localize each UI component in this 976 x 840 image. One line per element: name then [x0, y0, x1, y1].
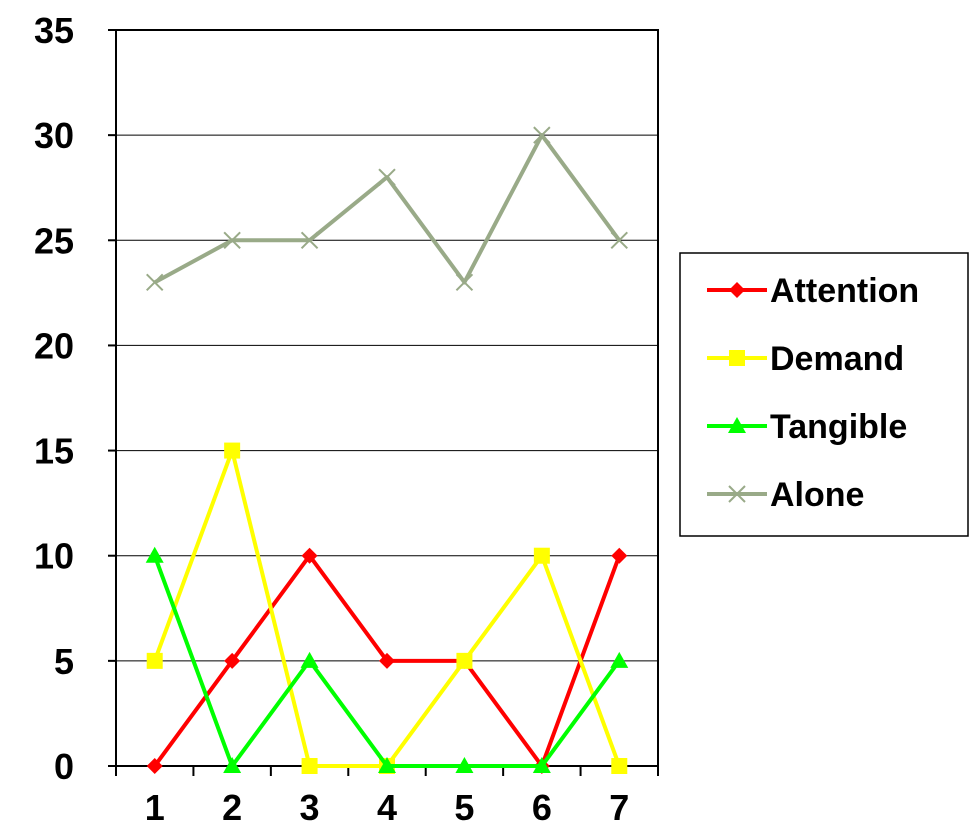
data-point-tangible: [223, 757, 242, 773]
y-tick-label: 35: [34, 10, 74, 51]
data-point-alone: [223, 231, 241, 249]
legend-label: Attention: [770, 272, 919, 310]
y-tick-label: 5: [54, 641, 74, 682]
data-point-attention: [224, 652, 241, 669]
data-point-tangible: [378, 757, 396, 773]
data-point-tangible: [145, 546, 164, 563]
x-tick-label: 6: [532, 787, 552, 828]
y-tick-label: 20: [34, 325, 74, 366]
data-point-tangible: [300, 651, 319, 668]
data-point-demand: [533, 547, 550, 564]
legend-swatch-marker: [728, 485, 746, 503]
data-point-tangible: [455, 757, 474, 773]
data-point-demand: [611, 758, 628, 774]
x-tick-label: 2: [222, 787, 242, 828]
data-point-demand: [146, 652, 163, 669]
legend-swatch-marker: [729, 282, 745, 298]
x-tick-label: 5: [454, 787, 474, 828]
data-point-demand: [224, 442, 241, 459]
data-point-demand: [301, 758, 318, 774]
x-tick-label: 4: [377, 787, 397, 828]
series-line-demand: [152, 448, 622, 768]
legend-label: Alone: [770, 476, 864, 514]
legend-item-tangible: Tangible: [707, 408, 907, 446]
data-point-attention: [301, 547, 318, 564]
data-point-alone: [300, 231, 319, 249]
data-point-alone: [455, 273, 474, 292]
legend-item-alone: Alone: [707, 476, 864, 514]
y-tick-label: 0: [54, 746, 74, 787]
x-tick-label: 3: [300, 787, 320, 828]
y-tick-label: 30: [34, 115, 74, 156]
data-point-attention: [146, 758, 163, 774]
gridlines: [116, 134, 658, 662]
legend-label: Demand: [770, 340, 904, 378]
data-point-tangible: [610, 651, 629, 668]
data-point-alone: [146, 273, 164, 292]
legend-label: Tangible: [770, 408, 907, 446]
legend-item-demand: Demand: [707, 340, 904, 378]
axes: 0 5 10 15 20 25 30 35 1 2 3 4 5 6 7: [34, 10, 659, 828]
series-line-alone: [153, 133, 621, 285]
legend-item-attention: Attention: [707, 272, 919, 310]
data-point-attention: [379, 652, 395, 669]
y-tick-label: 15: [34, 431, 74, 472]
legend-swatch-marker: [728, 417, 746, 433]
y-tick-label: 25: [34, 220, 74, 261]
y-tick-label: 10: [34, 536, 74, 577]
data-point-attention: [611, 547, 628, 564]
legend-box: [679, 252, 969, 537]
data-point-alone: [378, 168, 396, 186]
series-tangible: [145, 546, 629, 773]
x-tick-label: 1: [145, 787, 165, 828]
legend: Attention Demand Tangible Alone: [679, 252, 969, 537]
data-point-alone: [610, 231, 628, 249]
series-alone: [146, 126, 628, 292]
data-point-tangible: [532, 757, 551, 773]
series-lines: [145, 126, 629, 774]
data-point-demand: [456, 652, 473, 669]
data-point-alone: [533, 126, 551, 144]
legend-swatch-marker: [729, 350, 745, 366]
x-tick-label: 7: [609, 787, 629, 828]
